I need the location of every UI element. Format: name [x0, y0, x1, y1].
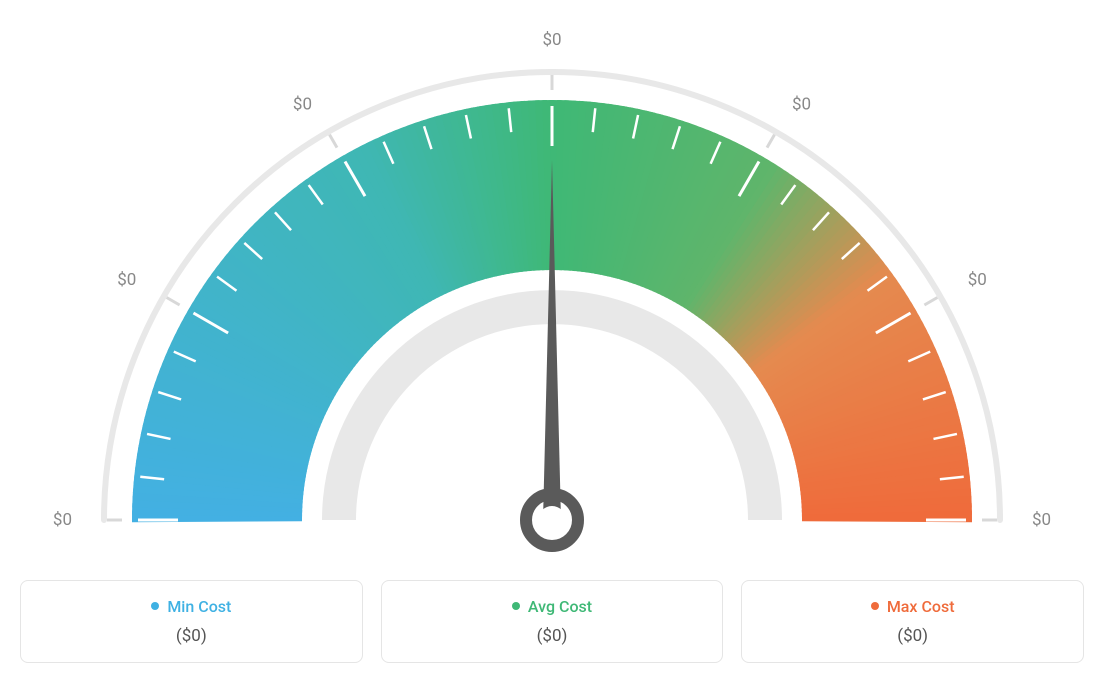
svg-text:$0: $0: [542, 30, 561, 50]
legend-row: Min Cost ($0) Avg Cost ($0) Max Cost ($0…: [20, 580, 1084, 663]
legend-label-min: Min Cost: [167, 597, 231, 616]
legend-title-avg: Avg Cost: [512, 597, 592, 616]
svg-text:$0: $0: [117, 270, 136, 290]
legend-value-avg: ($0): [392, 626, 713, 646]
legend-dot-avg: [512, 602, 520, 610]
legend-value-min: ($0): [31, 626, 352, 646]
gauge-chart: $0 $0 $0 $0 $0 $0 $0: [20, 20, 1084, 560]
legend-card-max: Max Cost ($0): [741, 580, 1084, 663]
cost-gauge-widget: $0 $0 $0 $0 $0 $0 $0 Min Cost ($0) Avg Cost ($…: [20, 20, 1084, 663]
legend-label-max: Max Cost: [887, 597, 955, 616]
legend-card-avg: Avg Cost ($0): [381, 580, 724, 663]
legend-title-min: Min Cost: [151, 597, 231, 616]
svg-text:$0: $0: [968, 270, 987, 290]
svg-text:$0: $0: [792, 94, 811, 114]
legend-title-max: Max Cost: [871, 597, 955, 616]
legend-card-min: Min Cost ($0): [20, 580, 363, 663]
gauge-svg: $0 $0 $0 $0 $0 $0 $0: [20, 20, 1084, 560]
svg-text:$0: $0: [53, 510, 72, 530]
legend-label-avg: Avg Cost: [528, 597, 592, 616]
legend-value-max: ($0): [752, 626, 1073, 646]
legend-dot-max: [871, 602, 879, 610]
svg-text:$0: $0: [293, 94, 312, 114]
legend-dot-min: [151, 602, 159, 610]
svg-text:$0: $0: [1032, 510, 1051, 530]
